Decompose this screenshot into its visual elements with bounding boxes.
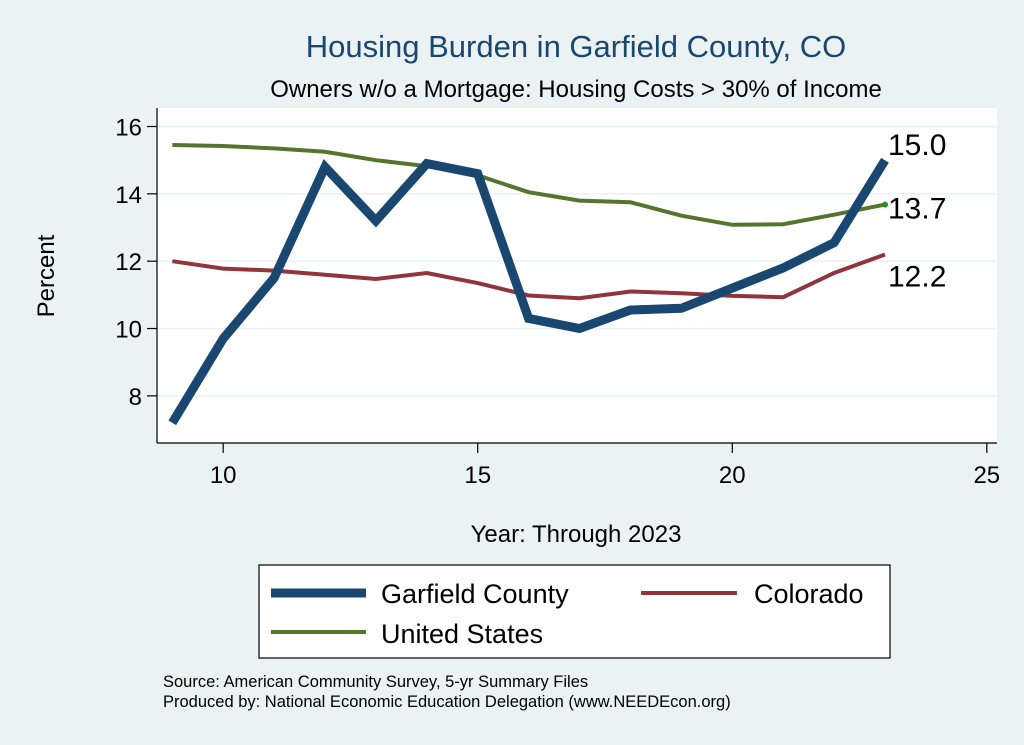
- y-tick-label: 10: [115, 317, 142, 344]
- series-lines: [168, 143, 889, 426]
- legend-label-united-states: United States: [381, 619, 543, 649]
- x-axis-title: Year: Through 2023: [471, 521, 682, 548]
- legend-label-colorado: Colorado: [754, 579, 864, 609]
- end-label-united-states: 13.7: [888, 193, 946, 226]
- y-tick-label: 12: [115, 249, 142, 276]
- chart-title: Housing Burden in Garfield County, CO: [306, 29, 846, 64]
- end-point-marker: [882, 201, 888, 208]
- x-tick-label: 25: [973, 462, 1000, 489]
- y-tick-label: 14: [115, 182, 142, 209]
- legend: Garfield County Colorado United States: [258, 564, 891, 659]
- plot-area: [157, 108, 997, 443]
- axis-ticks: 8 10 12 14 16 10 15 20 25: [115, 115, 1000, 489]
- y-axis-title: Percent: [33, 234, 60, 317]
- series-line-united-states: [172, 143, 886, 227]
- produced-by-note: Produced by: National Economic Education…: [163, 693, 731, 711]
- y-tick-label: 8: [129, 384, 142, 411]
- x-tick-label: 10: [210, 462, 237, 489]
- end-label-garfield-county: 15.0: [888, 129, 946, 162]
- x-tick-label: 20: [719, 462, 746, 489]
- chart-subtitle: Owners w/o a Mortgage: Housing Costs > 3…: [270, 76, 882, 103]
- series-line-colorado: [172, 252, 886, 301]
- x-tick-label: 15: [464, 462, 491, 489]
- legend-box: [258, 564, 891, 659]
- legend-label-garfield-county: Garfield County: [381, 579, 569, 609]
- source-note: Source: American Community Survey, 5-yr …: [163, 673, 588, 691]
- end-labels: 15.0 12.2 13.7: [888, 129, 946, 293]
- y-tick-label: 16: [115, 115, 142, 142]
- end-label-colorado: 12.2: [888, 260, 946, 293]
- series-line-garfield-county: [168, 157, 889, 426]
- grid: [157, 125, 997, 397]
